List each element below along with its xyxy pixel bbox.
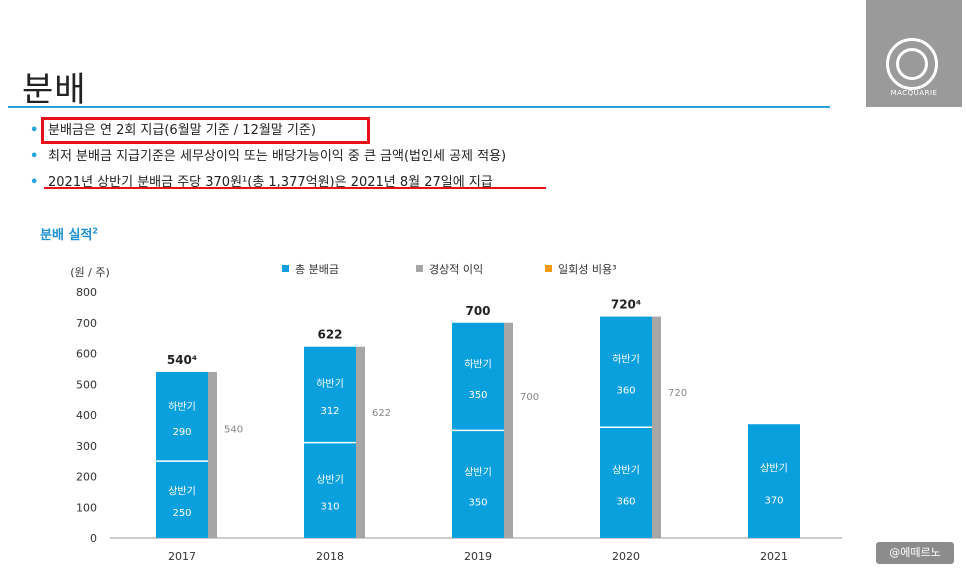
h2-segment-value: 312: [320, 406, 339, 417]
logo-inner-ring-icon: [896, 48, 928, 80]
x-tick-label: 2020: [612, 550, 640, 563]
h1-segment-value: 310: [320, 502, 339, 513]
y-tick-label: 200: [76, 471, 97, 484]
logo-text: MACQUARIE: [890, 89, 938, 97]
h2-segment-label: 하반기: [612, 353, 640, 366]
logo-ring-icon: [886, 38, 938, 90]
legend-swatch: [282, 265, 289, 272]
h1-segment-label: 상반기: [464, 466, 492, 478]
op-income-label: 720: [668, 388, 687, 399]
op-income-bar: [208, 371, 217, 538]
op-income-label: 700: [520, 392, 539, 403]
bullet-text: 최저 분배금 지급기준은 세무상이익 또는 배당가능이익 중 큰 금액(법인세 …: [48, 149, 507, 164]
page-title: 분배: [22, 70, 87, 110]
bullet-dot-icon: •: [30, 149, 39, 164]
h1-segment-value: 250: [172, 508, 191, 519]
chart-title: 분배 실적2: [40, 224, 98, 243]
y-tick-label: 300: [76, 440, 97, 453]
h2-segment-value: 360: [616, 386, 635, 397]
x-tick-label: 2018: [316, 550, 344, 563]
bullet-item: • 2021년 상반기 분배금 주당 370원¹(총 1,377억원)은 2021…: [30, 170, 506, 196]
total-value-label: 540⁴: [167, 353, 197, 367]
x-tick-label: 2017: [168, 550, 196, 563]
bullet-item: • 최저 분배금 지급기준은 세무상이익 또는 배당가능이익 중 큰 금액(법인세…: [30, 144, 506, 170]
bullet-text: 2021년 상반기 분배금 주당 370원¹(총 1,377억원)은 2021년…: [48, 175, 493, 190]
legend-label: 일회성 비용³: [558, 262, 617, 276]
h1-segment-value: 360: [616, 496, 635, 507]
y-tick-label: 400: [76, 409, 97, 422]
title-divider: [8, 106, 830, 108]
highlight-box: [41, 117, 370, 144]
h1-segment-label: 상반기: [316, 474, 344, 486]
x-tick-label: 2021: [760, 550, 788, 563]
h1-segment-value: 350: [468, 497, 487, 508]
chart-title-footnote: 2: [92, 226, 98, 236]
total-value-label: 720⁴: [611, 298, 641, 312]
h2-segment-value: 350: [468, 390, 487, 401]
h2-segment-label: 하반기: [316, 377, 344, 390]
op-income-bar: [652, 316, 661, 538]
y-tick-label: 600: [76, 348, 97, 361]
y-tick-label: 0: [90, 532, 97, 545]
h2-bar-segment: [304, 346, 356, 443]
legend-swatch: [416, 265, 423, 272]
y-tick-label: 100: [76, 501, 97, 514]
y-tick-label: 500: [76, 378, 97, 391]
h2-segment-label: 하반기: [168, 400, 196, 413]
y-axis: 0 100 200 300 400 500 600 700 800: [76, 286, 97, 545]
watermark: @에떼르노: [876, 542, 954, 564]
h1-segment-label: 상반기: [760, 462, 788, 474]
h1-bar-segment: [452, 430, 504, 538]
h1-segment-label: 상반기: [168, 485, 196, 497]
h1-bar-segment: [748, 424, 800, 538]
op-income-label: 540: [224, 424, 243, 435]
legend-label: 총 분배금: [295, 263, 339, 276]
bullet-dot-icon: •: [30, 123, 39, 138]
chart-legend: 총 분배금 경상적 이익 일회성 비용³: [282, 262, 617, 276]
bullet-item: • 분배금은 연 2회 지급(6월말 기준 / 12월말 기준): [30, 118, 506, 144]
h1-segment-value: 370: [764, 495, 783, 506]
h1-bar-segment: [304, 442, 356, 538]
x-tick-label: 2019: [464, 550, 492, 563]
h2-bar-segment: [156, 371, 208, 462]
total-value-label: 622: [317, 328, 342, 342]
op-income-bar: [356, 346, 365, 538]
legend-label: 경상적 이익: [429, 263, 483, 276]
h1-segment-label: 상반기: [612, 464, 640, 476]
bullet-list: • 분배금은 연 2회 지급(6월말 기준 / 12월말 기준) • 최저 분배금 …: [30, 118, 506, 196]
chart-title-text: 분배 실적: [40, 228, 93, 243]
op-income-bar: [504, 322, 513, 538]
bars: 2017 540 상반기 250 하반기 290 540⁴ 2018 622 상반기 310 하반기 3…: [156, 298, 800, 563]
highlight-underline: [44, 187, 546, 189]
h2-segment-value: 290: [172, 427, 191, 438]
h2-bar-segment: [452, 322, 504, 431]
h1-bar-segment: [156, 461, 208, 538]
bullet-dot-icon: •: [30, 175, 39, 190]
op-income-label: 622: [372, 408, 391, 419]
macquarie-logo: MACQUARIE: [866, 0, 962, 107]
y-tick-label: 700: [76, 317, 97, 330]
legend-swatch: [545, 265, 552, 272]
y-tick-label: 800: [76, 286, 97, 299]
h2-bar-segment: [600, 316, 652, 428]
bullet-text: 분배금은 연 2회 지급(6월말 기준 / 12월말 기준): [48, 123, 316, 138]
total-value-label: 700: [465, 304, 490, 318]
y-axis-unit-label: (원 / 주): [70, 266, 110, 279]
h2-segment-label: 하반기: [464, 358, 492, 371]
h1-bar-segment: [600, 427, 652, 538]
